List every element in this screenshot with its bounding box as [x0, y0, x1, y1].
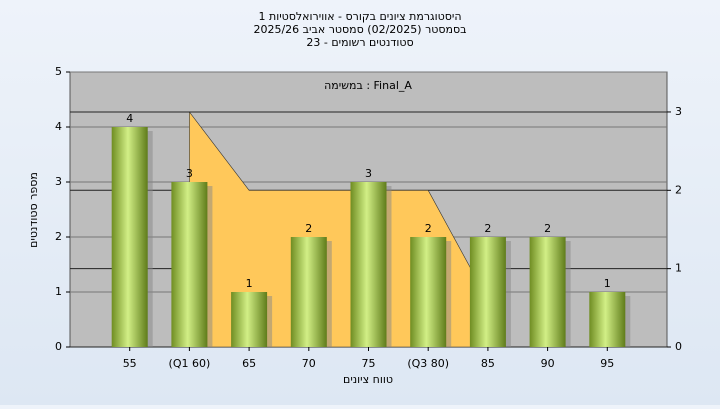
x-tick-label: 95: [600, 357, 614, 370]
x-tick-label: 55: [123, 357, 137, 370]
data-label: 2: [425, 222, 432, 235]
y2-tick-label: 3: [675, 105, 682, 118]
data-label: 4: [126, 112, 133, 125]
x-tick-label: 75: [362, 357, 376, 370]
data-label: 2: [544, 222, 551, 235]
bar: [589, 292, 626, 347]
x-tick-label: 90: [541, 357, 555, 370]
bar: [231, 292, 268, 347]
y-tick-label: 2: [55, 230, 62, 243]
chart-subtitle: סטודנטים רשומים - 23: [306, 36, 413, 49]
bar: [469, 237, 506, 347]
bar: [290, 237, 327, 347]
y-axis-label: מספר סטודנטים: [27, 172, 40, 248]
bar: [529, 237, 566, 347]
chart-subtitle: בסמסטר (02/2025) סמסטר אביב 2025/26: [253, 23, 466, 36]
y-tick-label: 1: [55, 285, 62, 298]
y-tick-label: 3: [55, 175, 62, 188]
bar: [410, 237, 447, 347]
x-tick-label: (Q1 60): [169, 357, 211, 370]
x-tick-label: 85: [481, 357, 495, 370]
y-tick-label: 4: [55, 120, 62, 133]
y2-tick-label: 2: [675, 183, 682, 196]
bar: [171, 182, 208, 347]
chart-title: היסטוגרמת ציונים בקורס - אווירואלסטיות 1: [258, 10, 461, 23]
y2-tick-label: 1: [675, 262, 682, 275]
bar: [111, 127, 148, 347]
data-label: 3: [186, 167, 193, 180]
data-label: 1: [604, 277, 611, 290]
x-axis-label: טווח ציונים: [343, 373, 393, 386]
data-label: 1: [246, 277, 253, 290]
y-tick-label: 5: [55, 65, 62, 78]
data-label: 2: [305, 222, 312, 235]
data-label: 3: [365, 167, 372, 180]
x-tick-label: 65: [242, 357, 256, 370]
data-label: 2: [484, 222, 491, 235]
annotation: Final_A : במשימה: [324, 79, 412, 92]
bar: [350, 182, 387, 347]
x-tick-label: 70: [302, 357, 316, 370]
y-tick-label: 0: [55, 340, 62, 353]
y2-tick-label: 0: [675, 340, 682, 353]
x-tick-label: (Q3 80): [407, 357, 449, 370]
